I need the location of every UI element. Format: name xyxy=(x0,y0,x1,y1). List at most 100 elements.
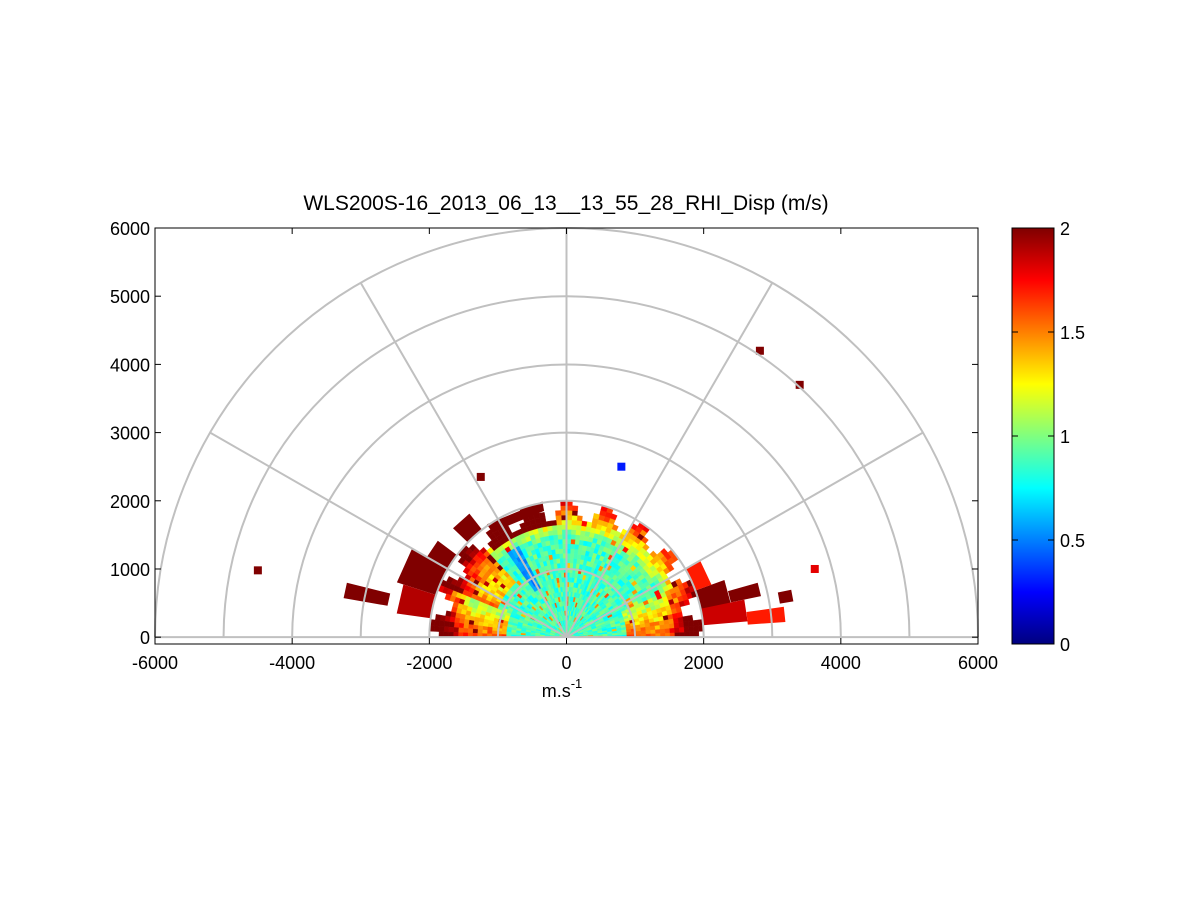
data-cell xyxy=(571,510,578,516)
data-cell xyxy=(558,543,563,550)
elevation-spoke xyxy=(209,431,567,639)
data-cell xyxy=(674,627,680,633)
data-cell xyxy=(578,539,584,546)
data-cell xyxy=(574,543,580,550)
data-cell xyxy=(445,610,452,618)
data-cell xyxy=(491,630,498,635)
data-cell xyxy=(571,514,578,521)
data-cell xyxy=(467,624,474,630)
chart-title: WLS200S-16_2013_06_13__13_55_28_RHI_Disp… xyxy=(303,192,828,215)
y-tick-label: 2000 xyxy=(110,492,150,512)
data-cell xyxy=(568,572,573,578)
data-cell xyxy=(640,630,647,635)
data-cell xyxy=(569,557,574,564)
elevation-spoke xyxy=(566,431,924,639)
data-cell xyxy=(556,524,563,531)
data-cell xyxy=(555,514,562,521)
data-cell xyxy=(551,524,558,531)
data-cell xyxy=(569,553,575,559)
colorbar xyxy=(1011,227,1055,645)
data-cell xyxy=(472,624,479,630)
data-cell xyxy=(491,627,498,632)
x-tick-label: 2000 xyxy=(684,653,724,673)
data-cell xyxy=(573,548,579,555)
data-point xyxy=(253,566,262,575)
data-cell xyxy=(555,510,562,516)
data-cell xyxy=(683,620,690,628)
elevation-spoke xyxy=(565,282,774,638)
data-cell xyxy=(650,629,656,634)
data-cell xyxy=(477,629,483,634)
data-cell xyxy=(462,566,471,575)
data-cell xyxy=(487,540,495,548)
data-cell xyxy=(557,534,563,540)
data-cell xyxy=(555,519,562,526)
data-cell xyxy=(343,582,391,606)
data-point xyxy=(810,564,819,573)
data-cell xyxy=(505,631,512,636)
data-cell xyxy=(728,582,761,603)
data-cell xyxy=(568,581,572,588)
data-cell xyxy=(660,548,669,556)
data-cell xyxy=(510,632,517,636)
x-tick-label: -2000 xyxy=(406,653,452,673)
data-cell xyxy=(453,513,483,543)
data-cell xyxy=(746,606,786,625)
data-cell xyxy=(678,621,685,628)
data-cell xyxy=(575,524,582,531)
data-cell xyxy=(396,584,436,619)
colorbar-tick-label: 1 xyxy=(1060,427,1070,447)
data-cell xyxy=(576,520,583,526)
data-cell xyxy=(571,505,579,512)
data-cell xyxy=(687,620,694,627)
data-cell xyxy=(574,539,580,545)
data-cell xyxy=(585,521,593,528)
x-axis-label: m.s-1 xyxy=(542,676,583,701)
data-cell xyxy=(777,589,794,604)
data-cell xyxy=(673,622,680,629)
x-tick-label: 4000 xyxy=(821,653,861,673)
data-cell xyxy=(439,620,446,627)
data-cell xyxy=(457,556,466,565)
data-cell xyxy=(570,529,577,535)
x-tick-label: 0 xyxy=(561,653,571,673)
colorbar-tick-label: 1.5 xyxy=(1060,323,1085,343)
data-cell xyxy=(457,627,464,633)
colorbar-ticks: 0 0.5 1 1.5 2 xyxy=(1012,219,1085,655)
axis-ticks: -6000 -4000 -2000 0 2000 4000 6000 0 1000 2000 300… xyxy=(110,219,998,673)
data-cell xyxy=(570,534,576,540)
data-cell xyxy=(553,539,559,545)
data-cell xyxy=(501,631,507,635)
colorbar-tick-label: 0 xyxy=(1060,635,1070,655)
x-tick-label: -4000 xyxy=(269,653,315,673)
data-cell xyxy=(668,622,675,629)
data-cell xyxy=(669,627,676,633)
data-cell xyxy=(570,524,577,531)
data-cell xyxy=(472,628,478,634)
data-cell xyxy=(569,548,575,554)
colorbar-tick-label: 0.5 xyxy=(1060,531,1085,551)
data-cell xyxy=(683,626,690,633)
data-point xyxy=(795,380,804,389)
data-cell xyxy=(552,534,559,541)
y-tick-label: 0 xyxy=(140,628,150,648)
data-point xyxy=(617,462,626,471)
data-cell xyxy=(570,543,575,550)
data-cell xyxy=(581,520,588,527)
data-cell xyxy=(458,618,465,624)
data-cell xyxy=(453,622,460,629)
elevation-spoke xyxy=(359,282,568,638)
data-cell xyxy=(692,619,699,627)
data-cell xyxy=(434,625,440,632)
data-cell xyxy=(570,538,576,545)
data-cell xyxy=(685,560,712,591)
data-cell xyxy=(574,534,581,541)
data-cell xyxy=(558,548,564,554)
data-cell xyxy=(576,515,583,522)
data-cell xyxy=(477,625,484,631)
data-cell xyxy=(462,627,469,634)
data-cell xyxy=(655,628,661,634)
data-cell xyxy=(664,627,671,634)
data-cell xyxy=(467,628,474,634)
